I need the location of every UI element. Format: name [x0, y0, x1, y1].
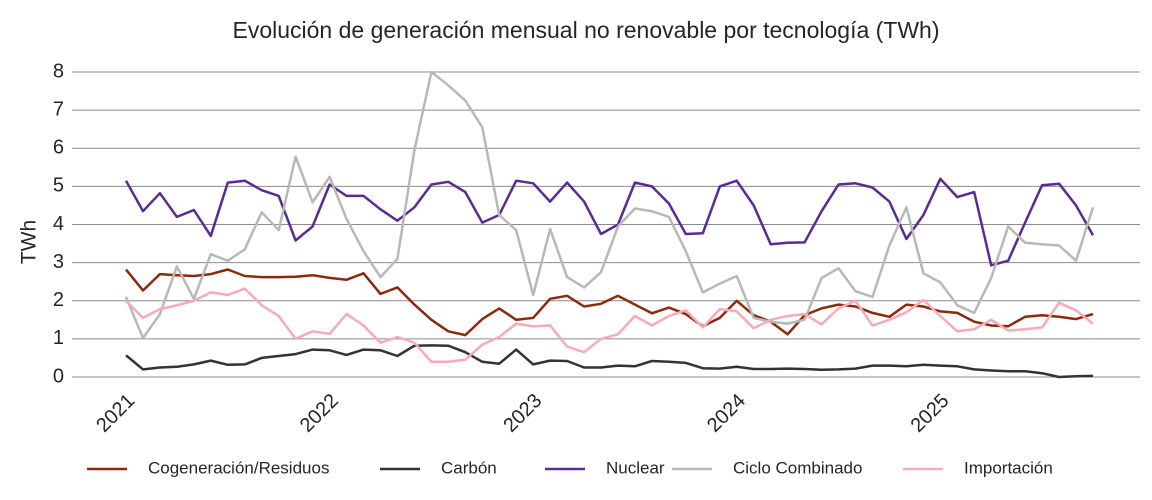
x-tick-label: 2023	[499, 390, 546, 437]
chart-title: Evolución de generación mensual no renov…	[232, 17, 939, 43]
x-tick-label: 2021	[92, 390, 139, 437]
series-line	[125, 287, 1094, 364]
legend-label: Carbón	[441, 458, 497, 477]
y-tick-label: 2	[53, 289, 64, 311]
y-tick-label: 4	[53, 213, 64, 235]
series-line	[124, 70, 1095, 340]
y-tick-label: 6	[53, 137, 64, 159]
series-line	[124, 177, 1095, 267]
legend-label: Nuclear	[606, 458, 665, 477]
y-tick-label: 3	[53, 251, 64, 273]
legend-label: Importación	[964, 458, 1053, 477]
y-tick-label: 0	[53, 365, 64, 387]
x-tick-label: 2024	[703, 390, 750, 437]
y-tick-label: 7	[53, 98, 64, 120]
x-tick-label: 2022	[296, 390, 343, 437]
y-tick-label: 5	[53, 175, 64, 197]
series-line	[125, 268, 1094, 337]
x-tick-label: 2025	[907, 390, 954, 437]
y-axis-label: TWh	[18, 220, 41, 264]
legend-label: Cogeneración/Residuos	[148, 458, 329, 477]
legend-label: Ciclo Combinado	[733, 458, 862, 477]
series-line	[125, 344, 1094, 379]
y-tick-label: 8	[53, 60, 64, 82]
y-tick-label: 1	[53, 327, 64, 349]
